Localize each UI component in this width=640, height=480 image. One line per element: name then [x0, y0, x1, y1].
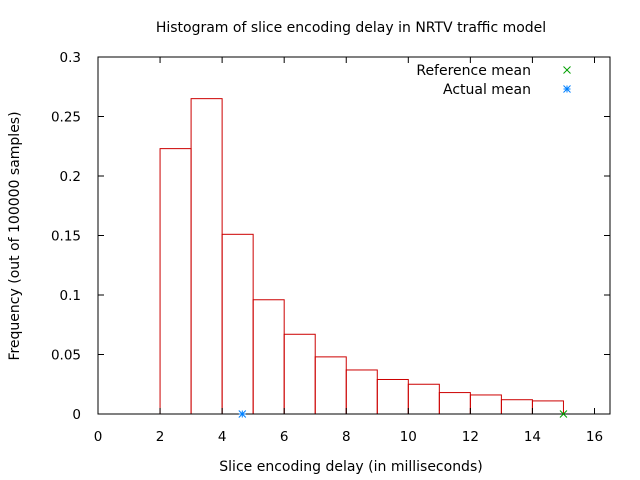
y-tick-label: 0.15 [51, 229, 81, 245]
histogram-bar-11 [500, 399, 533, 415]
legend: Reference mean Actual mean [416, 63, 571, 98]
mean-markers [238, 410, 568, 418]
x-tick-label: 8 [342, 429, 351, 445]
x-tick-label: 6 [280, 429, 289, 445]
y-tick-label: 0.25 [51, 110, 81, 126]
x-tick-label: 2 [156, 429, 165, 445]
x-axis-ticks: 0 2 4 6 8 10 12 14 16 [94, 57, 603, 445]
histogram-bar-2 [221, 233, 254, 415]
histogram-bar-4 [283, 333, 316, 415]
histogram-bar-6 [345, 369, 378, 415]
histogram-bar-10 [469, 394, 502, 415]
y-tick-label: 0.3 [60, 50, 81, 66]
x-tick-label: 12 [462, 429, 479, 445]
histogram-bar-12 [531, 400, 564, 415]
y-tick-label: 0.05 [51, 348, 81, 364]
legend-symbol-0 [563, 66, 571, 74]
histogram-bars [159, 98, 564, 415]
x-tick-label: 10 [400, 429, 417, 445]
marker-point-1 [238, 410, 247, 418]
legend-label-1: Actual mean [443, 82, 531, 98]
y-tick-label: 0.1 [60, 288, 81, 304]
marker-point-0 [559, 410, 568, 418]
legend-symbol-1 [563, 85, 571, 93]
histogram-bar-8 [407, 383, 440, 415]
y-axis-ticks: 0 0.05 0.1 0.15 0.2 0.25 0.3 [51, 50, 610, 423]
chart-title: Histogram of slice encoding delay in NRT… [156, 20, 546, 36]
legend-label-0: Reference mean [416, 63, 531, 79]
histogram-bar-0 [159, 148, 192, 415]
y-tick-label: 0 [72, 407, 81, 423]
y-tick-label: 0.2 [60, 169, 81, 185]
x-tick-label: 16 [586, 429, 603, 445]
histogram-bar-9 [438, 392, 471, 415]
x-tick-label: 4 [218, 429, 227, 445]
plot-frame [97, 56, 611, 415]
x-axis-label: Slice encoding delay (in milliseconds) [219, 459, 482, 475]
histogram-bar-1 [190, 98, 223, 415]
histogram-bar-3 [252, 299, 285, 415]
y-axis-label: Frequency (out of 100000 samples) [7, 111, 23, 360]
x-tick-label: 0 [94, 429, 103, 445]
x-tick-label: 14 [524, 429, 541, 445]
histogram-bar-5 [314, 356, 347, 415]
histogram-bar-7 [376, 378, 409, 415]
